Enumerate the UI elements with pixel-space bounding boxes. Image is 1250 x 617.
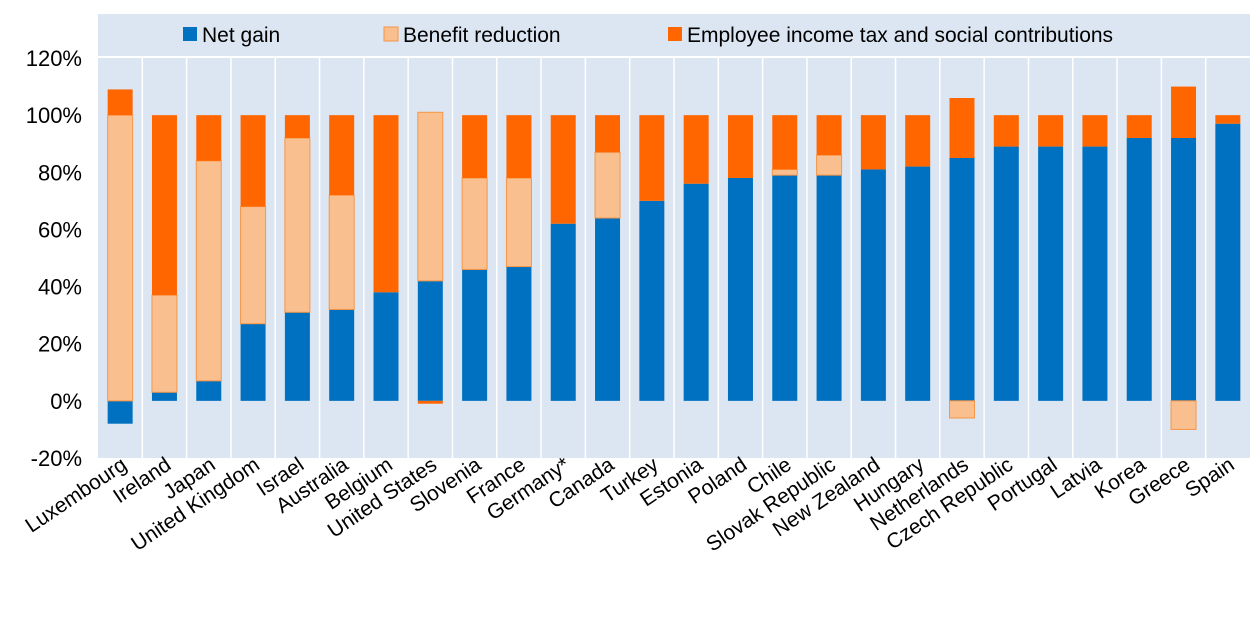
bar-segment: [240, 323, 266, 401]
bar-segment: [594, 151, 621, 219]
bar-segment: [195, 160, 222, 382]
bar-segment: [949, 98, 975, 158]
bar-segment: [1082, 146, 1108, 401]
bar-segment: [771, 168, 798, 176]
y-tick-label: 60%: [38, 217, 82, 242]
bar-segment: [107, 114, 134, 402]
bar-segment: [1126, 138, 1152, 401]
category-label: Latvia: [1046, 453, 1106, 504]
bar-segment: [860, 115, 886, 170]
gridlines: [141, 58, 1207, 458]
bar-segment: [816, 175, 842, 401]
legend-swatch: [383, 26, 399, 42]
bar-segment: [993, 115, 1019, 147]
bar-segment: [417, 400, 443, 404]
y-tick-label: -20%: [31, 446, 82, 471]
bar-segment: [373, 292, 399, 401]
bar-segment: [816, 115, 842, 156]
bar-segment: [550, 223, 576, 401]
bar-segment: [373, 115, 399, 293]
bar-segment: [949, 400, 975, 419]
bar-segment: [284, 137, 311, 313]
bars: [107, 86, 1241, 430]
bar-segment: [639, 115, 665, 201]
bar-segment: [683, 115, 709, 184]
bar-segment: [772, 175, 798, 401]
bar-segment: [329, 309, 355, 401]
bar-segment: [151, 115, 177, 296]
legend-label: Net gain: [202, 24, 280, 47]
bar-segment: [595, 115, 621, 153]
bar-segment: [329, 115, 355, 196]
bar-segment: [1038, 115, 1064, 147]
y-tick-label: 20%: [38, 332, 82, 357]
y-tick-label: 100%: [26, 103, 82, 128]
bar-segment: [772, 115, 798, 170]
y-axis-ticks: -20% 0% 20% 40% 60% 80% 100% 120%: [26, 46, 82, 471]
bar-segment: [107, 400, 133, 424]
bar-segment: [550, 115, 576, 224]
bar-segment: [905, 115, 931, 167]
bar-segment: [1171, 86, 1197, 138]
bar-segment: [417, 280, 443, 401]
bar-segment: [240, 206, 267, 325]
bar-segment: [328, 194, 355, 310]
bar-segment: [1215, 115, 1241, 124]
bar-segment: [639, 200, 665, 401]
bar-segment: [1038, 146, 1064, 401]
bar-segment: [196, 380, 222, 401]
bar-segment: [949, 158, 975, 401]
bar-segment: [727, 115, 753, 178]
category-label: Spain: [1181, 453, 1238, 502]
bar-segment: [506, 115, 532, 178]
bar-segment: [461, 177, 488, 270]
legend-swatch: [183, 27, 197, 41]
bar-segment: [462, 115, 488, 178]
bar-segment: [1126, 115, 1152, 138]
bar-segment: [905, 166, 931, 401]
legend-label: Employee income tax and social contribut…: [687, 24, 1113, 47]
bar-segment: [151, 392, 177, 401]
bar-segment: [505, 177, 532, 268]
bar-segment: [1171, 138, 1197, 401]
bar-segment: [151, 294, 178, 393]
y-tick-label: 120%: [26, 46, 82, 71]
y-tick-label: 80%: [38, 160, 82, 185]
bar-segment: [683, 183, 709, 401]
bar-segment: [1082, 115, 1108, 147]
bar-segment: [595, 218, 621, 401]
bar-segment: [240, 115, 266, 207]
bar-segment: [196, 115, 222, 161]
legend-swatch: [668, 27, 682, 41]
y-tick-label: 40%: [38, 275, 82, 300]
bar-segment: [993, 146, 1019, 401]
bar-segment: [284, 115, 310, 138]
bar-segment: [727, 178, 753, 401]
bar-segment: [107, 89, 133, 116]
bar-segment: [860, 169, 886, 401]
legend-label: Benefit reduction: [403, 24, 561, 47]
y-tick-label: 0%: [50, 389, 82, 414]
bar-segment: [1215, 123, 1241, 401]
bar-segment: [506, 266, 532, 401]
bar-segment: [462, 269, 488, 401]
bar-segment: [1170, 400, 1197, 430]
bar-segment: [417, 111, 444, 282]
bar-segment: [816, 154, 843, 176]
bar-segment: [284, 312, 310, 401]
legend: Net gain Benefit reduction Employee income…: [98, 14, 1250, 56]
